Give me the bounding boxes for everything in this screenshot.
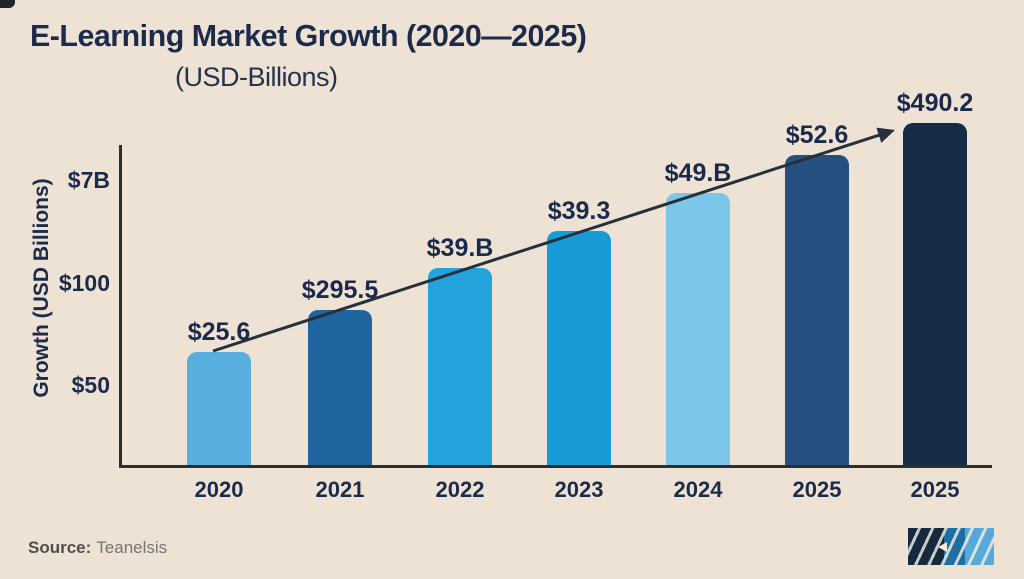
bar[interactable] [547, 231, 611, 465]
bar-value-label: $39.3 [547, 197, 611, 225]
x-axis-label: 2021 [315, 477, 365, 502]
bar[interactable] [785, 155, 849, 465]
x-axis-label: 2020 [194, 477, 244, 502]
y-axis-line [119, 145, 122, 468]
x-axis-label: 2023 [554, 477, 604, 502]
x-axis-label: 2024 [673, 477, 723, 502]
y-axis-tick-label: $50 [71, 372, 110, 398]
bar-value-label: $39.B [426, 234, 494, 262]
bar-value-label: $52.6 [785, 121, 849, 149]
chart-title: E-Learning Market Growth (2020—2025) [30, 18, 587, 53]
x-axis-label: 2022 [435, 477, 485, 502]
bar-group: $52.6 2025 [785, 121, 849, 502]
source-label: Source: [28, 538, 92, 557]
bar-group: $39.B 2022 [427, 234, 494, 502]
brand-logo [908, 528, 994, 565]
logo-stripes-icon [908, 528, 994, 565]
bar-value-label: $25.6 [187, 318, 251, 346]
bar-group: $39.3 2023 [547, 197, 611, 502]
x-axis-label: 2025 [792, 477, 842, 502]
logo-arrow-icon [938, 542, 947, 552]
bar[interactable] [666, 193, 730, 465]
bar[interactable] [187, 352, 251, 465]
bar-value-label: $490.2 [896, 89, 974, 117]
bar[interactable] [308, 310, 372, 465]
trend-arrowhead-icon [876, 127, 895, 143]
source-attribution: Source: Teanelsis [28, 538, 167, 558]
x-axis-label: 2025 [910, 477, 960, 502]
corner-artifact [0, 0, 15, 8]
bar-value-label: $49.B [664, 159, 732, 187]
bar-value-label: $295.5 [301, 276, 379, 304]
bar-group: $295.5 2021 [302, 276, 378, 502]
bar-group: $25.6 2020 [187, 318, 251, 502]
y-axis-tick-label: $7B [67, 167, 110, 193]
y-axis-tick-label: $100 [58, 270, 110, 296]
bar[interactable] [903, 123, 967, 465]
bar-group: $490.2 2025 [897, 89, 973, 502]
bar-group: $49.B 2024 [665, 159, 732, 502]
chart-subtitle: (USD-Billions) [175, 62, 338, 92]
x-axis-line [119, 465, 992, 468]
source-value: Teanelsis [96, 538, 168, 557]
bar[interactable] [428, 268, 492, 465]
